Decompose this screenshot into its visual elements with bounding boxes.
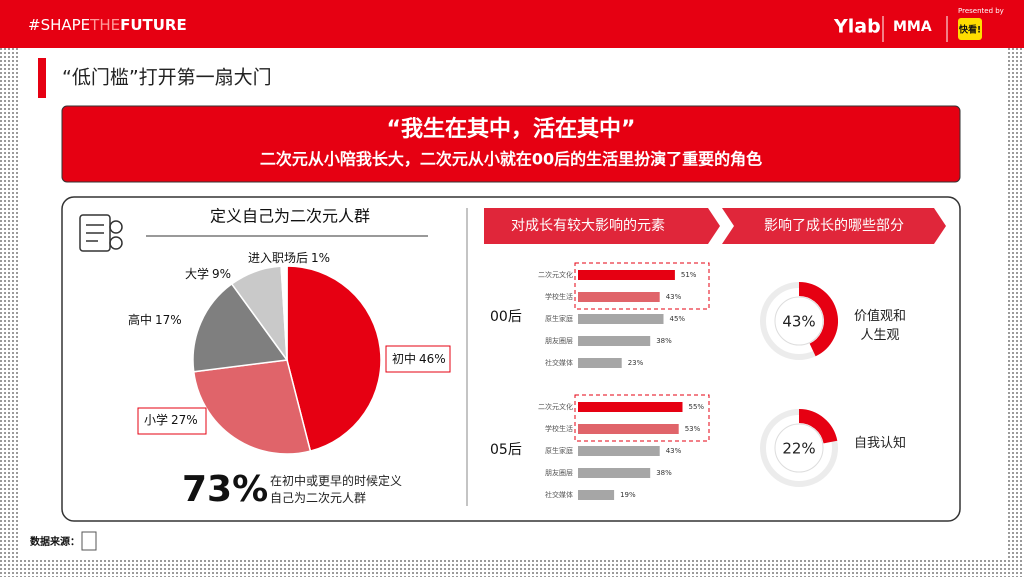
highlight-box [574, 394, 710, 442]
slice-value: 17% [155, 313, 182, 327]
bar-value: 55% [689, 403, 705, 411]
pie-slice [286, 265, 382, 452]
bar-value: 43% [666, 447, 682, 455]
bar [578, 358, 622, 368]
donut-arc [798, 282, 838, 357]
panel-heading: 对成长有较大影响的元素 [511, 218, 665, 234]
bar-value: 19% [620, 491, 636, 499]
summary-text: 在初中或更早的时候定义自己为二次元人群 [270, 474, 403, 505]
bar-category: 原生家庭 [545, 314, 573, 323]
bar-category: 原生家庭 [545, 446, 573, 455]
hashtag-part: THE [89, 16, 120, 34]
source-icon [81, 531, 97, 551]
partner-logo: MMA [893, 19, 932, 35]
sponsor-badge [958, 18, 982, 40]
slice-value: 27% [171, 413, 198, 427]
donut-label: 价值观和人生观 [853, 309, 906, 343]
hashtag: #SHAPETHEFUTURE [28, 16, 187, 34]
banner-subtitle: 二次元从小陪我长大，二次元从小就在00后的生活里扮演了重要的角色 [260, 150, 762, 169]
donut-arc [798, 409, 838, 444]
slice-label: 初中 46% [392, 351, 446, 366]
presented-by: Presented by [958, 7, 1004, 15]
label-box [385, 345, 451, 373]
slice-value: 1% [311, 251, 330, 265]
pie-title: 定义自己为二次元人群 [210, 207, 370, 226]
bar-value: 45% [670, 315, 686, 323]
bar [578, 336, 651, 346]
bar [578, 270, 675, 280]
pie-slice [192, 282, 289, 373]
donut-label-box: 自我认知 [853, 436, 906, 451]
heading-arrow [484, 208, 720, 244]
bar-category: 学校生活 [545, 292, 573, 301]
donut-value: 22% [782, 440, 815, 458]
slice-category: 初中 [392, 351, 416, 366]
bar-category: 朋友圈层 [545, 468, 573, 477]
bar-value: 23% [628, 359, 644, 367]
bar-category: 社交媒体 [545, 358, 573, 367]
bar-value: 51% [681, 271, 697, 279]
source-label: 数据来源： [30, 535, 80, 548]
pie-slice [192, 359, 312, 455]
bar-value: 38% [656, 337, 672, 345]
header-bar [0, 0, 1024, 48]
bar [578, 292, 660, 302]
donut-value: 43% [782, 313, 815, 331]
brand-logo: Ylab [833, 16, 881, 38]
title-accent [38, 58, 46, 98]
bar [578, 468, 651, 478]
bar-category: 社交媒体 [545, 490, 573, 499]
slice-label: 小学 27% [144, 412, 198, 427]
slice-label: 高中 17% [128, 312, 182, 327]
section-title: “低门槛”打开第一扇大门 [62, 67, 272, 89]
summary-figure: 73% [182, 469, 268, 510]
slice-label: 大学 9% [185, 266, 231, 281]
group-label: 05后 [490, 442, 522, 458]
panel-heading: 影响了成长的哪些部分 [764, 218, 904, 234]
slice-value: 46% [419, 352, 446, 366]
banner [61, 105, 961, 183]
bar-value: 53% [685, 425, 701, 433]
sponsor-logo: 快看! [959, 24, 981, 36]
donut-hole [774, 296, 824, 346]
pie-slice [280, 265, 288, 361]
donut-label: 自我认知 [853, 436, 906, 451]
donut-label-box: 价值观和人生观 [853, 309, 906, 343]
bar-category: 朋友圈层 [545, 336, 573, 345]
hashtag-part: FUTURE [120, 16, 187, 34]
donut-hole [774, 423, 824, 473]
slice-label: 进入职场后 1% [248, 251, 330, 265]
bar [578, 490, 615, 500]
slice-value: 9% [212, 267, 231, 281]
label-box [137, 407, 207, 435]
bar-category: 二次元文化 [538, 270, 573, 279]
survey-icon [79, 214, 123, 252]
bar [578, 402, 683, 412]
heading-arrow [722, 208, 946, 244]
slice-category: 大学 [185, 266, 209, 281]
bar [578, 446, 660, 456]
bar-value: 38% [656, 469, 672, 477]
bar-category: 学校生活 [545, 424, 573, 433]
bar [578, 314, 664, 324]
banner-quote: “我生在其中，活在其中” [387, 116, 636, 142]
slice-category: 进入职场后 [248, 251, 308, 265]
bar-value: 43% [666, 293, 682, 301]
slice-category: 高中 [128, 312, 152, 327]
bar [578, 424, 679, 434]
slice-category: 小学 [144, 412, 168, 427]
highlight-box [574, 262, 710, 310]
summary-text-box: 在初中或更早的时候定义自己为二次元人群 [270, 474, 403, 505]
bar-category: 二次元文化 [538, 402, 573, 411]
group-label: 00后 [490, 309, 522, 325]
hashtag-part: #SHAPE [28, 16, 90, 34]
